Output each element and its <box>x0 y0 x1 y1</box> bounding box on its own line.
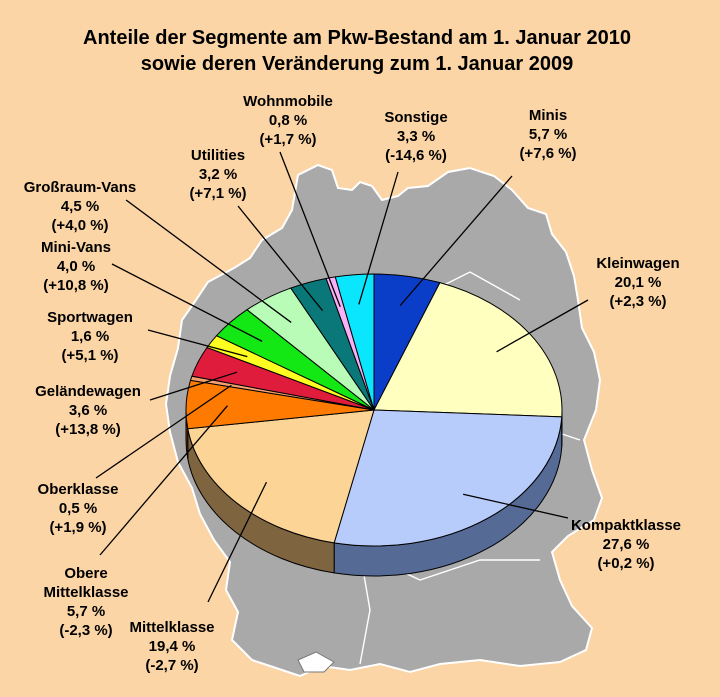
label-change-obere-mittelklasse: (-2,3 %) <box>59 622 112 639</box>
leader-sonstige <box>358 171 399 305</box>
label-share-kompaktklasse: 27,6 % <box>603 536 650 553</box>
label-name-grossraum-vans: Großraum-Vans <box>24 179 137 196</box>
label-share-wohnmobile: 0,8 % <box>269 112 307 129</box>
label-share-minis: 5,7 % <box>529 126 567 143</box>
label-change-kleinwagen: (+2,3 %) <box>609 293 666 310</box>
leader-lines <box>95 151 589 603</box>
label-change-gelaendewagen: (+13,8 %) <box>55 421 120 438</box>
slice-mittelklasse <box>187 409 375 544</box>
label-name-sonstige: Sonstige <box>384 109 447 126</box>
leader-mini-vans <box>111 263 263 342</box>
label-name-kompaktklasse: Kompaktklasse <box>571 517 681 534</box>
label-change-wohnmobile: (+1,7 %) <box>259 131 316 148</box>
leader-minis <box>399 175 513 307</box>
leader-kompaktklasse <box>463 493 569 519</box>
leader-sportwagen <box>147 329 248 358</box>
slice-labels: Minis 5,7 % (+7,6 %) Kleinwagen 20,1 % (+2,3 … <box>24 93 681 674</box>
leader-grossraum-vans <box>125 199 292 323</box>
label-share-sportwagen: 1,6 % <box>71 328 109 345</box>
label-name-obere-mittelklasse: Mittelklasse <box>43 584 128 601</box>
label-share-mittelklasse: 19,4 % <box>149 638 196 655</box>
label-share-grossraum-vans: 4,5 % <box>61 198 99 215</box>
label-change-grossraum-vans: (+4,0 %) <box>51 217 108 234</box>
chart-title-line-2: sowie deren Veränderung zum 1. Januar 20… <box>141 53 573 75</box>
leader-mittelklasse <box>207 481 268 603</box>
label-change-sportwagen: (+5,1 %) <box>61 347 118 364</box>
label-name-kleinwagen: Kleinwagen <box>596 255 679 272</box>
label-share-utilities: 3,2 % <box>199 166 237 183</box>
slice-kompaktklasse <box>333 409 563 547</box>
label-name-obere-mittelklasse: Obere <box>64 565 107 582</box>
label-share-sonstige: 3,3 % <box>397 128 435 145</box>
label-share-oberklasse: 0,5 % <box>59 500 97 517</box>
leader-kleinwagen <box>496 299 589 353</box>
label-name-wohnmobile: Wohnmobile <box>243 93 333 110</box>
label-name-gelaendewagen: Geländewagen <box>35 383 141 400</box>
label-change-mittelklasse: (-2,7 %) <box>145 657 198 674</box>
slice-kleinwagen <box>373 282 563 418</box>
pie-top <box>185 273 563 547</box>
label-name-utilities: Utilities <box>191 147 245 164</box>
label-change-kompaktklasse: (+0,2 %) <box>597 555 654 572</box>
label-change-minis: (+7,6 %) <box>519 145 576 162</box>
label-share-kleinwagen: 20,1 % <box>615 274 662 291</box>
label-name-mini-vans: Mini-Vans <box>41 239 111 256</box>
label-name-sportwagen: Sportwagen <box>47 309 133 326</box>
label-name-oberklasse: Oberklasse <box>38 481 119 498</box>
label-share-mini-vans: 4,0 % <box>57 258 95 275</box>
chart-title-line-1: Anteile der Segmente am Pkw-Bestand am 1… <box>83 27 631 49</box>
label-name-mittelklasse: Mittelklasse <box>129 619 214 636</box>
label-share-obere-mittelklasse: 5,7 % <box>67 603 105 620</box>
slice-sonstige <box>334 273 375 411</box>
label-name-minis: Minis <box>529 107 567 124</box>
leader-gelaendewagen <box>149 371 238 401</box>
label-change-sonstige: (-14,6 %) <box>385 147 447 164</box>
leader-utilities <box>237 205 324 312</box>
label-change-mini-vans: (+10,8 %) <box>43 277 108 294</box>
label-share-gelaendewagen: 3,6 % <box>69 402 107 419</box>
label-change-oberklasse: (+1,9 %) <box>49 519 106 536</box>
leader-wohnmobile <box>279 151 341 308</box>
label-change-utilities: (+7,1 %) <box>189 185 246 202</box>
leader-obere-mittelklasse <box>99 405 228 556</box>
leader-oberklasse <box>95 384 232 479</box>
